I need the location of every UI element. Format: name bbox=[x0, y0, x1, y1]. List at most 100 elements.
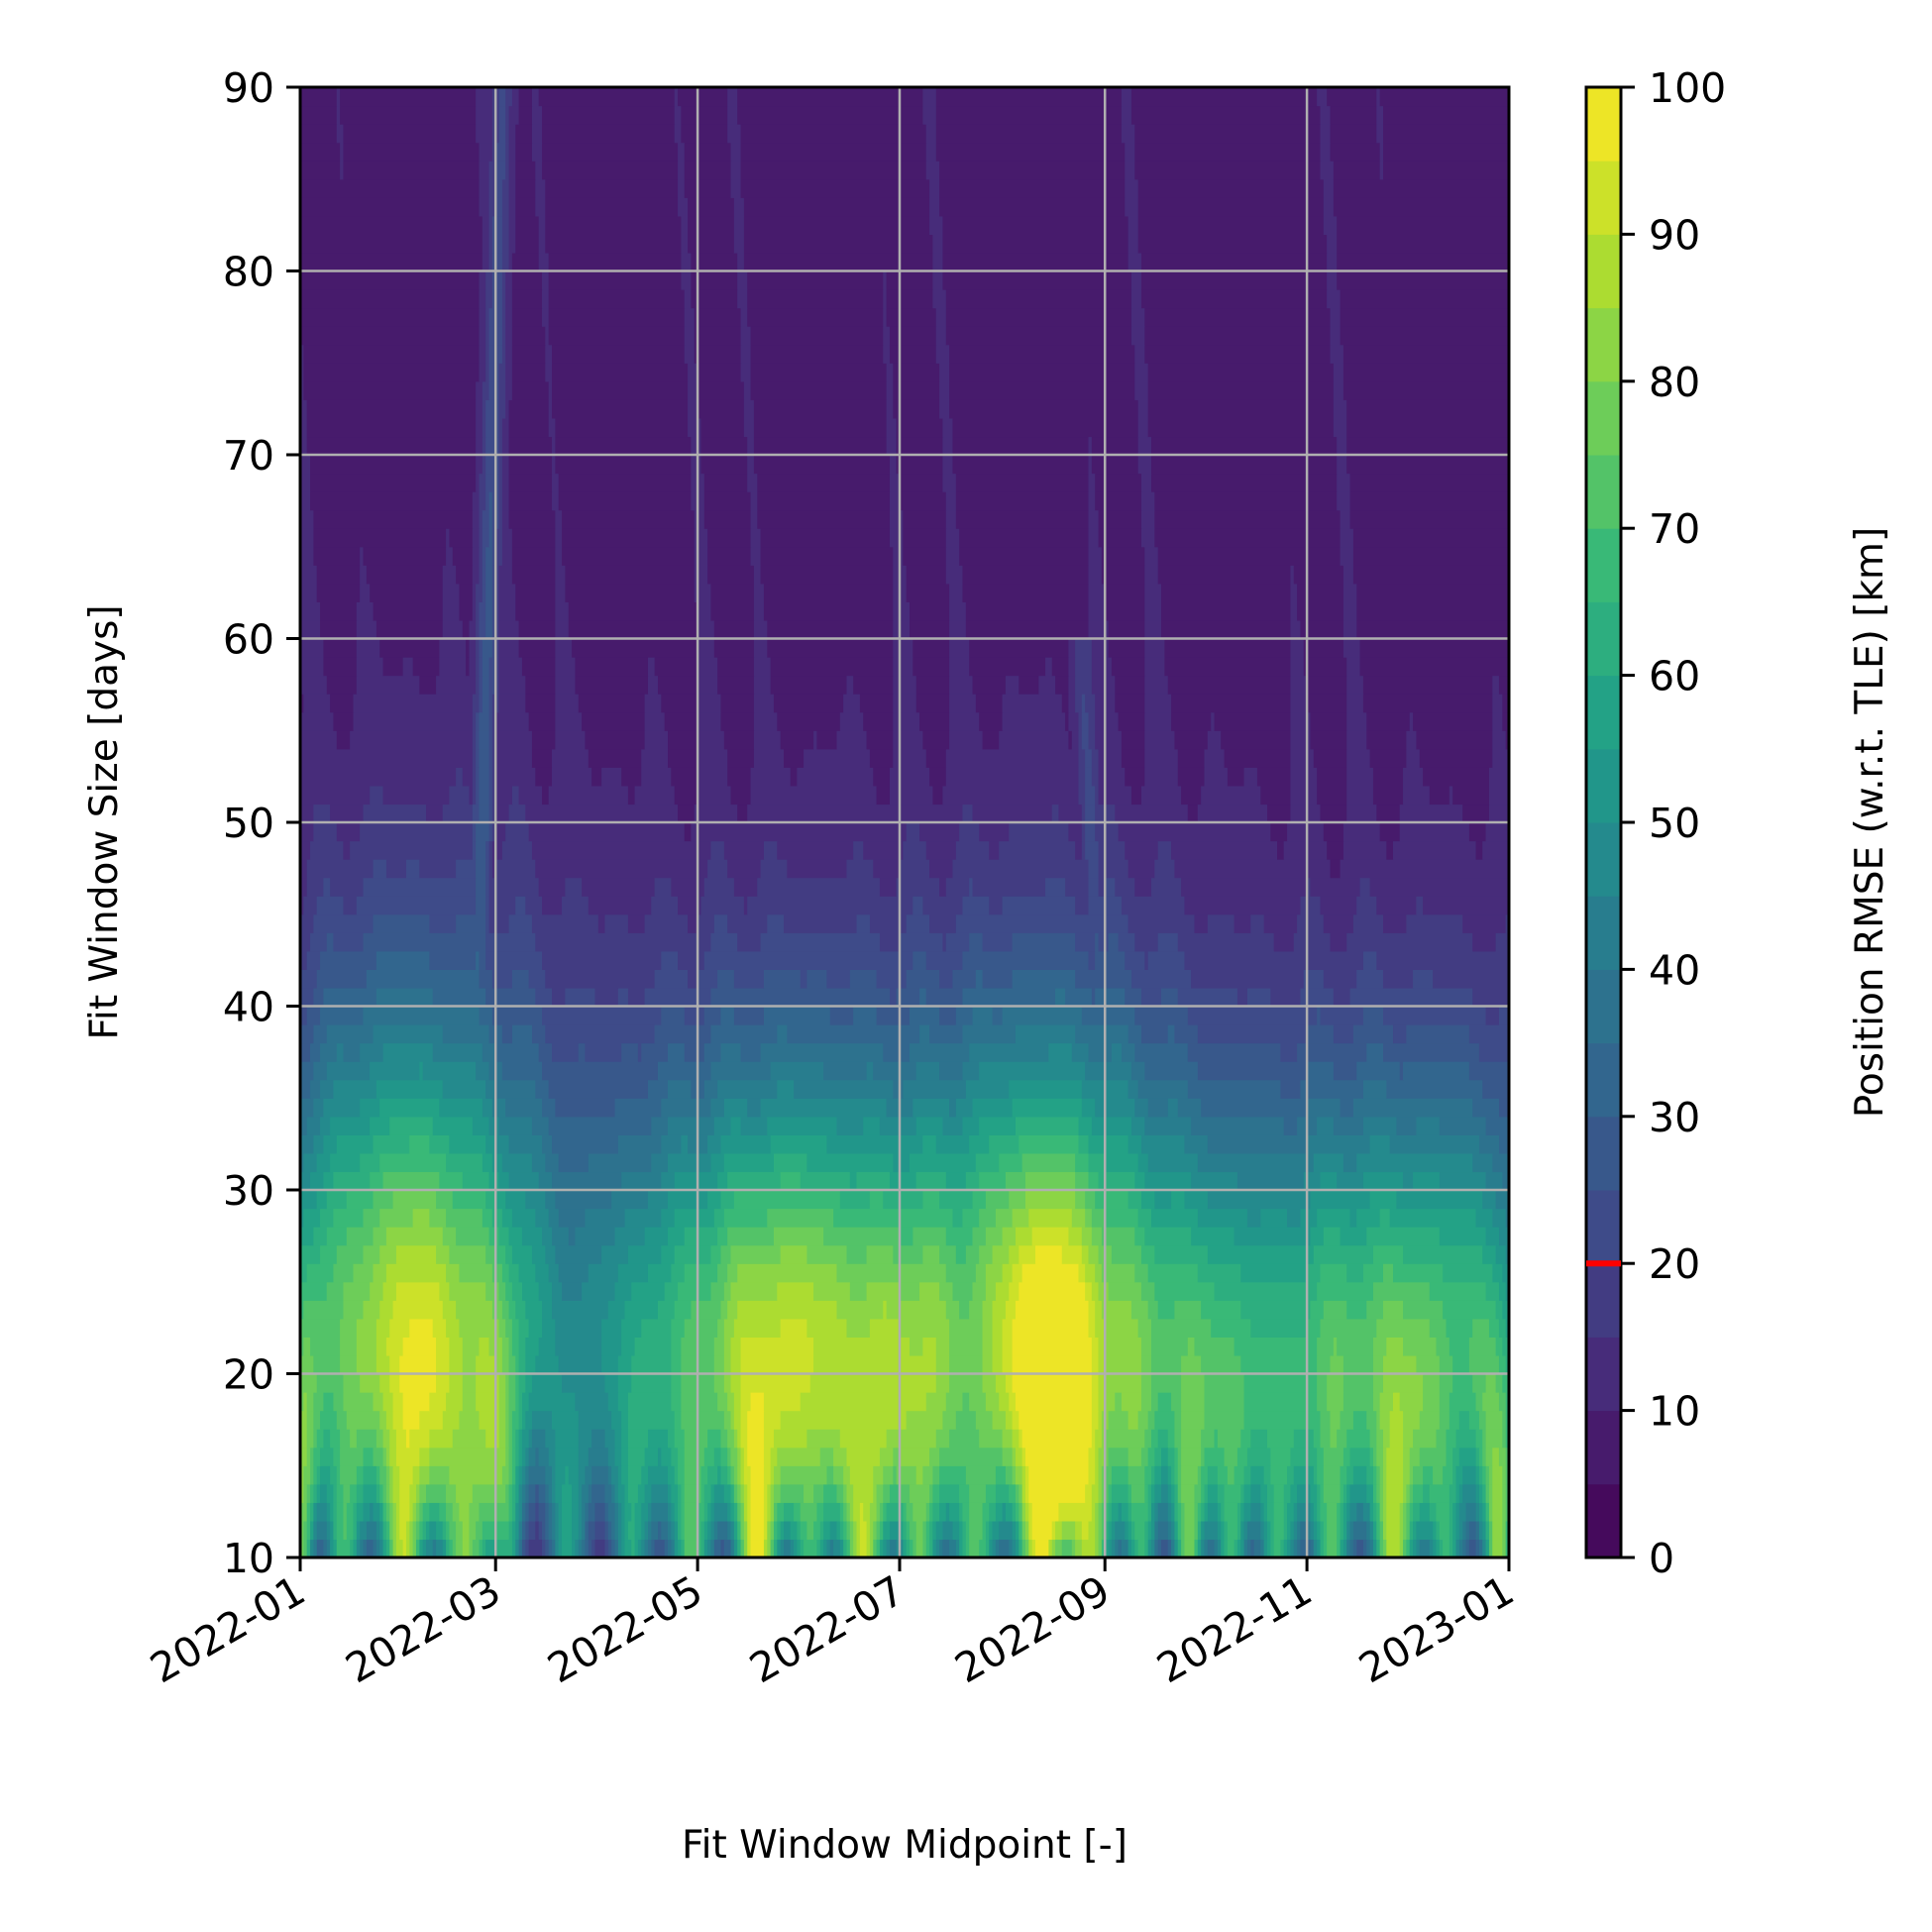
contour-cell bbox=[684, 1318, 718, 1338]
contour-cell bbox=[495, 546, 503, 566]
contour-cell bbox=[300, 1300, 304, 1320]
contour-cell bbox=[501, 1337, 510, 1356]
contour-cell bbox=[1468, 1354, 1500, 1375]
contour-cell bbox=[340, 1429, 351, 1449]
contour-cell bbox=[1313, 1152, 1344, 1173]
contour-cell bbox=[624, 1300, 659, 1320]
contour-cell bbox=[713, 1539, 722, 1557]
contour-cell bbox=[713, 913, 728, 933]
contour-cell bbox=[432, 1539, 437, 1557]
contour-cell bbox=[1091, 1281, 1100, 1301]
contour-cell bbox=[316, 1502, 328, 1522]
contour-cell bbox=[1243, 1465, 1251, 1485]
contour-cell bbox=[1323, 1447, 1344, 1466]
contour-cell bbox=[883, 344, 891, 364]
contour-cell bbox=[1337, 270, 1509, 290]
contour-cell bbox=[614, 1539, 619, 1557]
contour-cell bbox=[1048, 1539, 1053, 1557]
contour-cell bbox=[962, 565, 1090, 585]
contour-cell bbox=[531, 1373, 563, 1393]
contour-cell bbox=[1009, 1244, 1020, 1264]
contour-cell bbox=[873, 1483, 878, 1503]
contour-cell bbox=[1095, 932, 1100, 952]
contour-cell bbox=[843, 1520, 848, 1541]
contour-cell bbox=[300, 215, 483, 235]
contour-cell bbox=[1071, 1042, 1090, 1062]
contour-cell bbox=[479, 197, 490, 217]
contour-cell bbox=[343, 161, 481, 180]
contour-cell bbox=[476, 840, 486, 860]
contour-cell bbox=[1130, 785, 1142, 805]
contour-cell bbox=[1323, 178, 1335, 198]
contour-cell bbox=[657, 675, 698, 695]
contour-cell bbox=[826, 1465, 834, 1485]
contour-cell bbox=[300, 822, 314, 842]
contour-cell bbox=[479, 178, 490, 198]
contour-cell bbox=[1485, 1116, 1509, 1135]
contour-cell bbox=[1340, 1502, 1344, 1522]
contour-cell bbox=[710, 583, 755, 602]
contour-cell bbox=[740, 1520, 745, 1541]
contour-cell bbox=[1098, 1539, 1103, 1557]
contour-cell bbox=[743, 1447, 748, 1466]
contour-cell bbox=[1088, 1171, 1100, 1191]
contour-cell bbox=[488, 528, 493, 548]
contour-cell bbox=[505, 1318, 513, 1338]
contour-cell bbox=[485, 987, 536, 1008]
contour-cell bbox=[1327, 1373, 1344, 1393]
contour-cell bbox=[363, 1465, 377, 1485]
contour-cell bbox=[1091, 1208, 1106, 1228]
contour-cell bbox=[1088, 1318, 1096, 1338]
x-axis: 2022-01 2022-03 2022-05 2022-07 2022-09 2022-… bbox=[143, 1557, 1522, 1692]
contour-cell bbox=[813, 1337, 911, 1356]
contour-cell bbox=[1433, 1539, 1438, 1557]
contour-cell bbox=[1243, 1520, 1248, 1541]
contour-cell bbox=[939, 380, 950, 400]
contour-cell bbox=[303, 896, 318, 915]
contour-cell bbox=[1108, 1502, 1113, 1522]
contour-cell bbox=[575, 657, 649, 677]
contour-cell bbox=[737, 1502, 742, 1522]
contour-cell bbox=[1019, 1483, 1023, 1503]
contour-cell bbox=[313, 1410, 321, 1430]
contour-cell bbox=[846, 1447, 881, 1466]
colorbar-tick-label: 90 bbox=[1649, 211, 1700, 259]
contour-cell bbox=[1488, 767, 1509, 787]
contour-cell bbox=[1439, 1171, 1487, 1191]
contour-cell bbox=[479, 142, 493, 161]
contour-cell bbox=[684, 161, 732, 180]
contour-cell bbox=[1065, 987, 1093, 1008]
contour-cell bbox=[1144, 619, 1162, 640]
contour-cell bbox=[982, 1520, 987, 1541]
contour-cell bbox=[922, 1134, 937, 1154]
contour-cell bbox=[1075, 694, 1083, 713]
contour-cell bbox=[330, 1520, 335, 1541]
contour-cell bbox=[873, 859, 901, 879]
contour-cell bbox=[562, 1502, 573, 1522]
contour-cell bbox=[385, 1263, 447, 1283]
contour-cell bbox=[969, 1483, 987, 1503]
contour-cell bbox=[1137, 1410, 1149, 1430]
contour-cell bbox=[363, 1208, 380, 1228]
contour-cell bbox=[379, 1465, 387, 1485]
contour-cell bbox=[1154, 859, 1176, 879]
contour-cell bbox=[525, 1447, 530, 1466]
contour-cell bbox=[542, 1300, 553, 1320]
contour-cell bbox=[1243, 1539, 1248, 1557]
contour-cell bbox=[889, 473, 901, 492]
contour-cell bbox=[542, 1061, 659, 1081]
contour-cell bbox=[750, 767, 792, 787]
contour-cell bbox=[737, 1520, 742, 1541]
contour-cell bbox=[753, 601, 765, 621]
contour-cell bbox=[949, 583, 964, 602]
contour-cell bbox=[942, 1116, 964, 1135]
contour-cell bbox=[678, 1502, 682, 1522]
contour-cell bbox=[479, 565, 483, 585]
contour-cell bbox=[1105, 1354, 1142, 1375]
contour-cell bbox=[591, 1465, 609, 1485]
contour-cell bbox=[356, 657, 384, 677]
contour-cell bbox=[763, 840, 778, 860]
contour-cell bbox=[508, 124, 516, 144]
contour-cell bbox=[982, 730, 1000, 750]
contour-cell bbox=[1234, 913, 1251, 933]
